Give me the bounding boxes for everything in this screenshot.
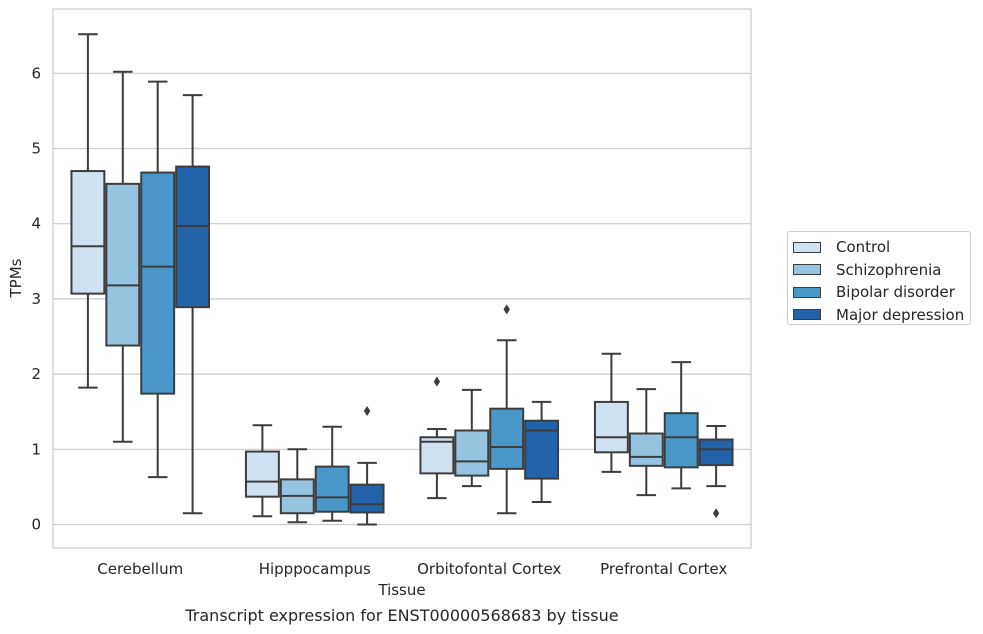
box-1-2 bbox=[314, 425, 350, 522]
box-iqr bbox=[454, 429, 490, 477]
legend-item-schizophrenia: Schizophrenia bbox=[793, 259, 970, 282]
box-3-0 bbox=[593, 352, 629, 473]
box-3-2 bbox=[663, 361, 699, 490]
box-0-0 bbox=[70, 33, 106, 389]
legend-swatch-schizophrenia bbox=[793, 264, 821, 276]
box-iqr bbox=[105, 182, 141, 347]
y-tick-label: 1 bbox=[31, 440, 41, 458]
outlier-point bbox=[433, 376, 441, 387]
y-tick-label: 2 bbox=[31, 365, 41, 383]
box-3-3 bbox=[698, 424, 734, 519]
box-1-3 bbox=[349, 405, 385, 526]
legend-item-major-depression: Major depression bbox=[793, 304, 970, 327]
legend-swatch-bipolar-disorder bbox=[793, 286, 821, 298]
legend-label-major-depression: Major depression bbox=[836, 305, 965, 324]
x-tick-labels: Cerebellum Hipppocampus Orbitofontal Corte… bbox=[97, 560, 727, 578]
x-axis-label: Tissue bbox=[377, 581, 425, 599]
legend-label-bipolar-disorder: Bipolar disorder bbox=[836, 283, 955, 302]
box-iqr bbox=[419, 436, 455, 475]
box-iqr bbox=[628, 432, 664, 467]
box-iqr bbox=[314, 465, 350, 513]
box-0-2 bbox=[140, 80, 176, 479]
box-2-3 bbox=[524, 400, 560, 503]
box-2-0 bbox=[419, 376, 455, 500]
box-3-1 bbox=[628, 388, 664, 497]
box-0-3 bbox=[175, 94, 211, 515]
box-iqr bbox=[244, 450, 280, 498]
x-tick-label: Prefrontal Cortex bbox=[600, 560, 727, 578]
box-iqr bbox=[349, 483, 385, 514]
legend: Control Schizophrenia Bipolar disorder M… bbox=[787, 231, 971, 325]
box-iqr bbox=[175, 165, 211, 309]
plot-frame bbox=[52, 8, 752, 549]
box-iqr bbox=[524, 419, 560, 480]
box-iqr bbox=[489, 407, 525, 470]
chart-caption: Transcript expression for ENST0000056868… bbox=[185, 606, 619, 625]
y-axis-label: TPMs bbox=[7, 258, 25, 298]
y-tick-labels: 0 1 2 3 4 5 6 bbox=[31, 64, 41, 533]
box-0-1 bbox=[105, 70, 141, 443]
x-tick-label: Hipppocampus bbox=[259, 560, 371, 578]
outlier-point bbox=[363, 405, 371, 416]
box-iqr bbox=[593, 400, 629, 454]
box-iqr bbox=[663, 412, 699, 469]
box-2-1 bbox=[454, 388, 490, 488]
y-tick-label: 4 bbox=[31, 215, 41, 233]
legend-swatch-major-depression bbox=[793, 309, 821, 321]
y-tick-label: 0 bbox=[31, 516, 41, 534]
legend-item-control: Control bbox=[793, 236, 970, 259]
legend-swatch-control bbox=[793, 241, 821, 253]
legend-item-bipolar-disorder: Bipolar disorder bbox=[793, 281, 970, 304]
box-1-1 bbox=[279, 448, 315, 524]
box-iqr bbox=[140, 171, 176, 395]
box-2-2 bbox=[489, 304, 525, 515]
box-iqr bbox=[698, 438, 734, 467]
x-tick-label: Orbitofontal Cortex bbox=[417, 560, 561, 578]
box-1-0 bbox=[244, 424, 280, 518]
x-tick-label: Cerebellum bbox=[97, 560, 183, 578]
y-tick-label: 3 bbox=[31, 290, 41, 308]
legend-label-schizophrenia: Schizophrenia bbox=[836, 260, 942, 279]
outlier-point bbox=[712, 508, 720, 519]
y-tick-label: 6 bbox=[31, 64, 41, 82]
box-iqr bbox=[70, 170, 106, 295]
outlier-point bbox=[503, 304, 510, 315]
boxes bbox=[70, 33, 734, 526]
y-tick-label: 5 bbox=[31, 140, 41, 158]
legend-label-control: Control bbox=[836, 238, 891, 257]
